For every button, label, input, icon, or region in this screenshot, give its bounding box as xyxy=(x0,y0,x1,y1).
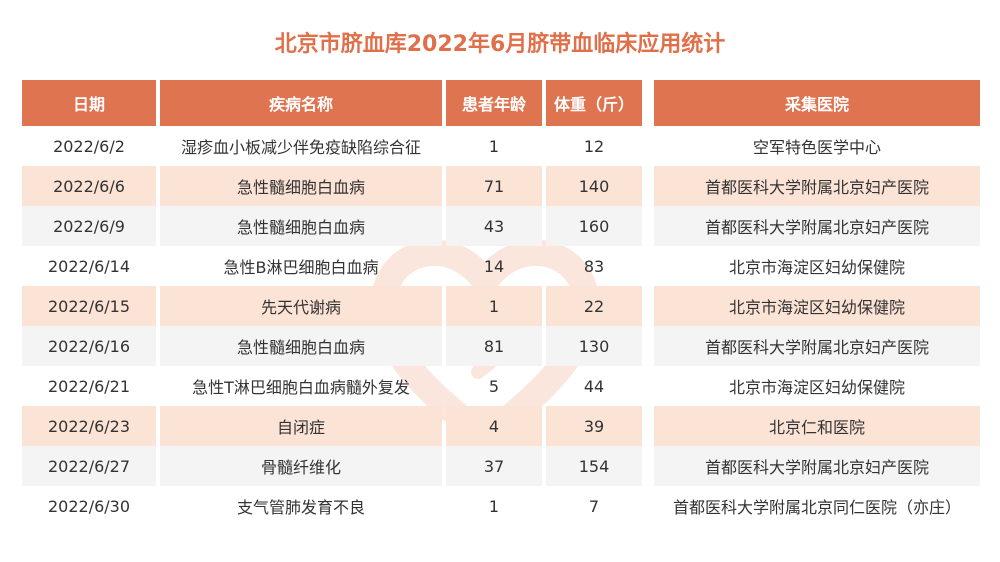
cell-age: 71 xyxy=(446,166,542,206)
cell-age: 1 xyxy=(446,286,542,326)
cell-disease: 急性髓细胞白血病 xyxy=(160,166,442,206)
cell-age: 37 xyxy=(446,446,542,486)
cell-date: 2022/6/9 xyxy=(22,206,156,246)
cell-age: 1 xyxy=(488,136,500,156)
header-date: 日期 xyxy=(22,80,156,126)
table-row: 2022/6/16 急性髓细胞白血病 81 130 首都医科大学附属北京妇产医院 xyxy=(22,326,980,366)
cell-hospital: 北京市海淀区妇幼保健院 xyxy=(654,286,980,326)
cell-weight: 44 xyxy=(583,376,605,396)
cell-disease: 急性髓细胞白血病 xyxy=(160,326,442,366)
cell-date: 2022/6/14 xyxy=(47,256,131,276)
cell-disease: 先天代谢病 xyxy=(160,286,442,326)
cell-disease: 骨髓纤维化 xyxy=(160,446,442,486)
header-disease: 疾病名称 xyxy=(160,80,442,126)
cell-weight: 7 xyxy=(588,496,600,516)
cell-weight: 160 xyxy=(546,206,642,246)
cell-age: 14 xyxy=(483,256,505,276)
cell-weight: 39 xyxy=(546,406,642,446)
cell-weight: 154 xyxy=(546,446,642,486)
cell-weight: 140 xyxy=(546,166,642,206)
table-body: 2022/6/2 湿疹血小板减少伴免疫缺陷综合征 1 12 空军特色医学中心 2… xyxy=(22,126,980,526)
cell-age: 1 xyxy=(488,496,500,516)
table-row: 2022/6/15 先天代谢病 1 22 北京市海淀区妇幼保健院 xyxy=(22,286,980,326)
table-row: 2022/6/6 急性髓细胞白血病 71 140 首都医科大学附属北京妇产医院 xyxy=(22,166,980,206)
cell-weight: 130 xyxy=(546,326,642,366)
cell-hospital: 首都医科大学附属北京妇产医院 xyxy=(654,166,980,206)
header-hospital: 采集医院 xyxy=(654,80,980,126)
table-row: 2022/6/2 湿疹血小板减少伴免疫缺陷综合征 1 12 空军特色医学中心 xyxy=(22,126,980,166)
header-weight: 体重（斤） xyxy=(546,80,642,126)
table-header-row: 日期 疾病名称 患者年龄 体重（斤） 采集医院 xyxy=(22,80,980,126)
page-title: 北京市脐血库2022年6月脐带血临床应用统计 xyxy=(274,32,726,57)
cell-date: 2022/6/30 xyxy=(47,496,131,516)
cell-age: 4 xyxy=(446,406,542,446)
cell-date: 2022/6/2 xyxy=(53,136,125,156)
cell-age: 5 xyxy=(488,376,500,396)
cell-weight: 12 xyxy=(583,136,605,156)
cell-hospital: 空军特色医学中心 xyxy=(752,138,881,157)
table-row: 2022/6/23 自闭症 4 39 北京仁和医院 xyxy=(22,406,980,446)
cell-age: 43 xyxy=(446,206,542,246)
cell-disease: 急性T淋巴细胞白血病髓外复发 xyxy=(192,378,410,397)
cell-hospital: 首都医科大学附属北京妇产医院 xyxy=(654,326,980,366)
table-row: 2022/6/9 急性髓细胞白血病 43 160 首都医科大学附属北京妇产医院 xyxy=(22,206,980,246)
cell-weight: 83 xyxy=(583,256,605,276)
cell-date: 2022/6/21 xyxy=(47,376,131,396)
cell-date: 2022/6/23 xyxy=(22,406,156,446)
cell-date: 2022/6/27 xyxy=(22,446,156,486)
statistics-table: 日期 疾病名称 患者年龄 体重（斤） 采集医院 2022/6/2 湿疹血小板减少… xyxy=(22,80,980,526)
cell-hospital: 首都医科大学附属北京同仁医院（亦庄） xyxy=(672,498,961,517)
cell-disease: 湿疹血小板减少伴免疫缺陷综合征 xyxy=(180,138,421,157)
cell-hospital: 首都医科大学附属北京妇产医院 xyxy=(654,206,980,246)
table-row: 2022/6/27 骨髓纤维化 37 154 首都医科大学附属北京妇产医院 xyxy=(22,446,980,486)
cell-date: 2022/6/6 xyxy=(22,166,156,206)
cell-hospital: 北京市海淀区妇幼保健院 xyxy=(728,258,905,277)
cell-hospital: 北京市海淀区妇幼保健院 xyxy=(728,378,905,397)
cell-weight: 22 xyxy=(546,286,642,326)
table-row: 2022/6/30 支气管肺发育不良 1 7 首都医科大学附属北京同仁医院（亦庄… xyxy=(22,486,980,526)
header-age: 患者年龄 xyxy=(446,80,542,126)
cell-disease: 急性髓细胞白血病 xyxy=(160,206,442,246)
table-row: 2022/6/21 急性T淋巴细胞白血病髓外复发 5 44 北京市海淀区妇幼保健… xyxy=(22,366,980,406)
cell-hospital: 首都医科大学附属北京妇产医院 xyxy=(654,446,980,486)
cell-disease: 自闭症 xyxy=(160,406,442,446)
cell-disease: 支气管肺发育不良 xyxy=(236,498,365,517)
table-row: 2022/6/14 急性B淋巴细胞白血病 14 83 北京市海淀区妇幼保健院 xyxy=(22,246,980,286)
cell-age: 81 xyxy=(446,326,542,366)
cell-date: 2022/6/16 xyxy=(22,326,156,366)
cell-disease: 急性B淋巴细胞白血病 xyxy=(223,258,379,277)
cell-date: 2022/6/15 xyxy=(22,286,156,326)
cell-hospital: 北京仁和医院 xyxy=(654,406,980,446)
